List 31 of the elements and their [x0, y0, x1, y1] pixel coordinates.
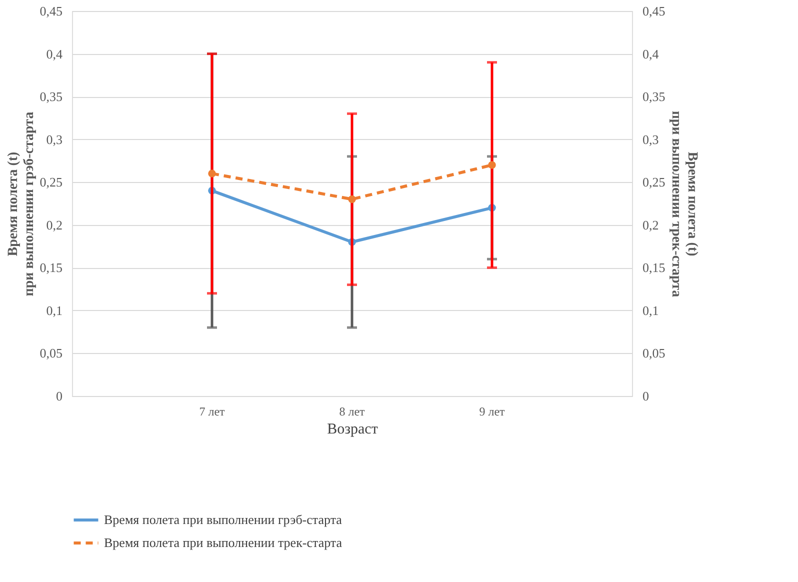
y2-tick-label: 0,3	[642, 132, 659, 147]
legend-label: Время полета при выполнении трек-старта	[104, 535, 342, 550]
x-tick-label: 7 лет	[199, 404, 226, 418]
y-tick-label: 0,3	[46, 132, 62, 147]
y-tick-label: 0	[56, 388, 62, 404]
y2-tick-label: 0,2	[642, 217, 659, 232]
point	[488, 161, 496, 169]
x-tick-label: 9 лет	[479, 404, 506, 418]
legend-label: Время полета при выполнении грэб-старта	[104, 512, 342, 527]
y2-tick-label: 0	[642, 388, 649, 404]
y-tick-label: 0,25	[40, 174, 62, 190]
y-tick-label: 0,1	[46, 302, 62, 318]
x-tick-label: 8 лет	[339, 404, 366, 418]
y2-axis-title: Время полета (t) при выполнении трек-старта	[668, 110, 700, 298]
y-tick-label: 0,05	[40, 346, 62, 361]
x-axis-title: Возраст	[327, 422, 378, 438]
y-tick-label: 0,45	[40, 4, 62, 18]
y-tick-label: 0,15	[40, 260, 62, 276]
y-tick-label: 0,35	[40, 89, 62, 104]
y2-tick-label: 0,1	[642, 302, 659, 318]
y2-tick-label: 0,25	[642, 174, 666, 190]
y-tick-label: 0,2	[46, 217, 62, 232]
point	[348, 195, 356, 204]
point	[208, 170, 216, 178]
y2-tick-label: 0,4	[642, 46, 660, 62]
y-axis-title: Время полета (t) при выполнении грэб-старта	[6, 112, 37, 296]
y2-tick-label: 0,45	[642, 4, 666, 18]
y2-tick-label: 0,35	[642, 89, 666, 104]
y2-tick-label: 0,15	[642, 260, 666, 276]
y-tick-label: 0,4	[46, 46, 63, 62]
y2-tick-label: 0,05	[642, 346, 666, 361]
